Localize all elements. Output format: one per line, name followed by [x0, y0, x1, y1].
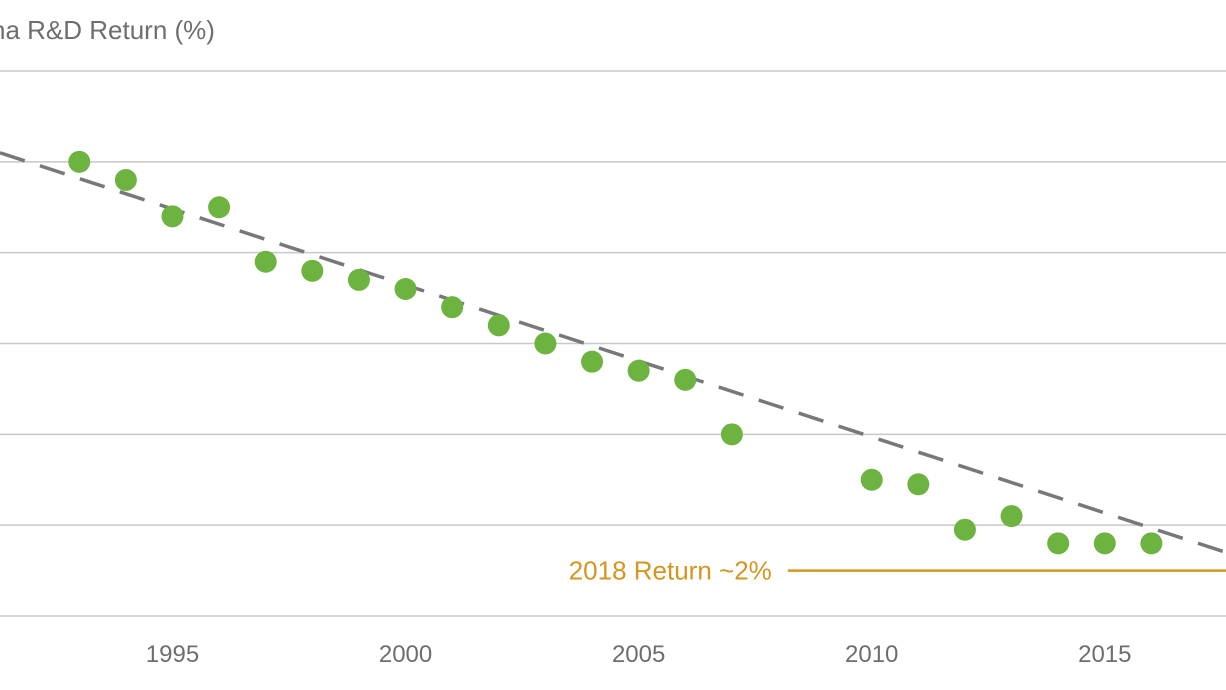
data-point-2014	[1047, 532, 1070, 555]
data-point-2005	[627, 359, 650, 382]
data-point-1997	[254, 250, 277, 273]
x-tick-label-2015: 2015	[1078, 641, 1131, 668]
gridlines	[0, 70, 1226, 617]
data-point-2006	[674, 368, 697, 391]
trendline	[0, 151, 1226, 555]
data-point-2015	[1093, 532, 1116, 555]
x-tick-label-2000: 2000	[379, 641, 432, 668]
data-point-2013	[1000, 505, 1023, 528]
annotation-label: 2018 Return ~2%	[569, 556, 772, 586]
data-point-1996	[208, 196, 231, 219]
data-point-2001	[441, 296, 464, 319]
data-point-2002	[487, 314, 510, 337]
data-point-2011	[907, 473, 930, 496]
data-point-1993	[68, 150, 91, 173]
x-tick-labels: 1995 2000 2005 2010 2015	[146, 641, 1132, 668]
chart-title: ha R&D Return (%)	[0, 15, 215, 45]
data-point-2000	[394, 278, 417, 300]
data-point-2010	[860, 468, 883, 491]
data-point-1999	[347, 268, 370, 291]
data-point-2003	[534, 332, 557, 355]
data-point-2004	[581, 350, 604, 373]
x-tick-label-2010: 2010	[845, 641, 898, 668]
data-point-2007	[720, 423, 743, 446]
data-point-1998	[301, 259, 324, 282]
data-point-2016	[1140, 532, 1163, 555]
data-points	[68, 150, 1163, 555]
x-tick-label-1995: 1995	[146, 641, 199, 668]
data-point-1994	[114, 169, 137, 191]
data-point-2012	[953, 518, 976, 541]
x-tick-label-2005: 2005	[612, 641, 665, 668]
data-point-1995	[161, 205, 184, 228]
